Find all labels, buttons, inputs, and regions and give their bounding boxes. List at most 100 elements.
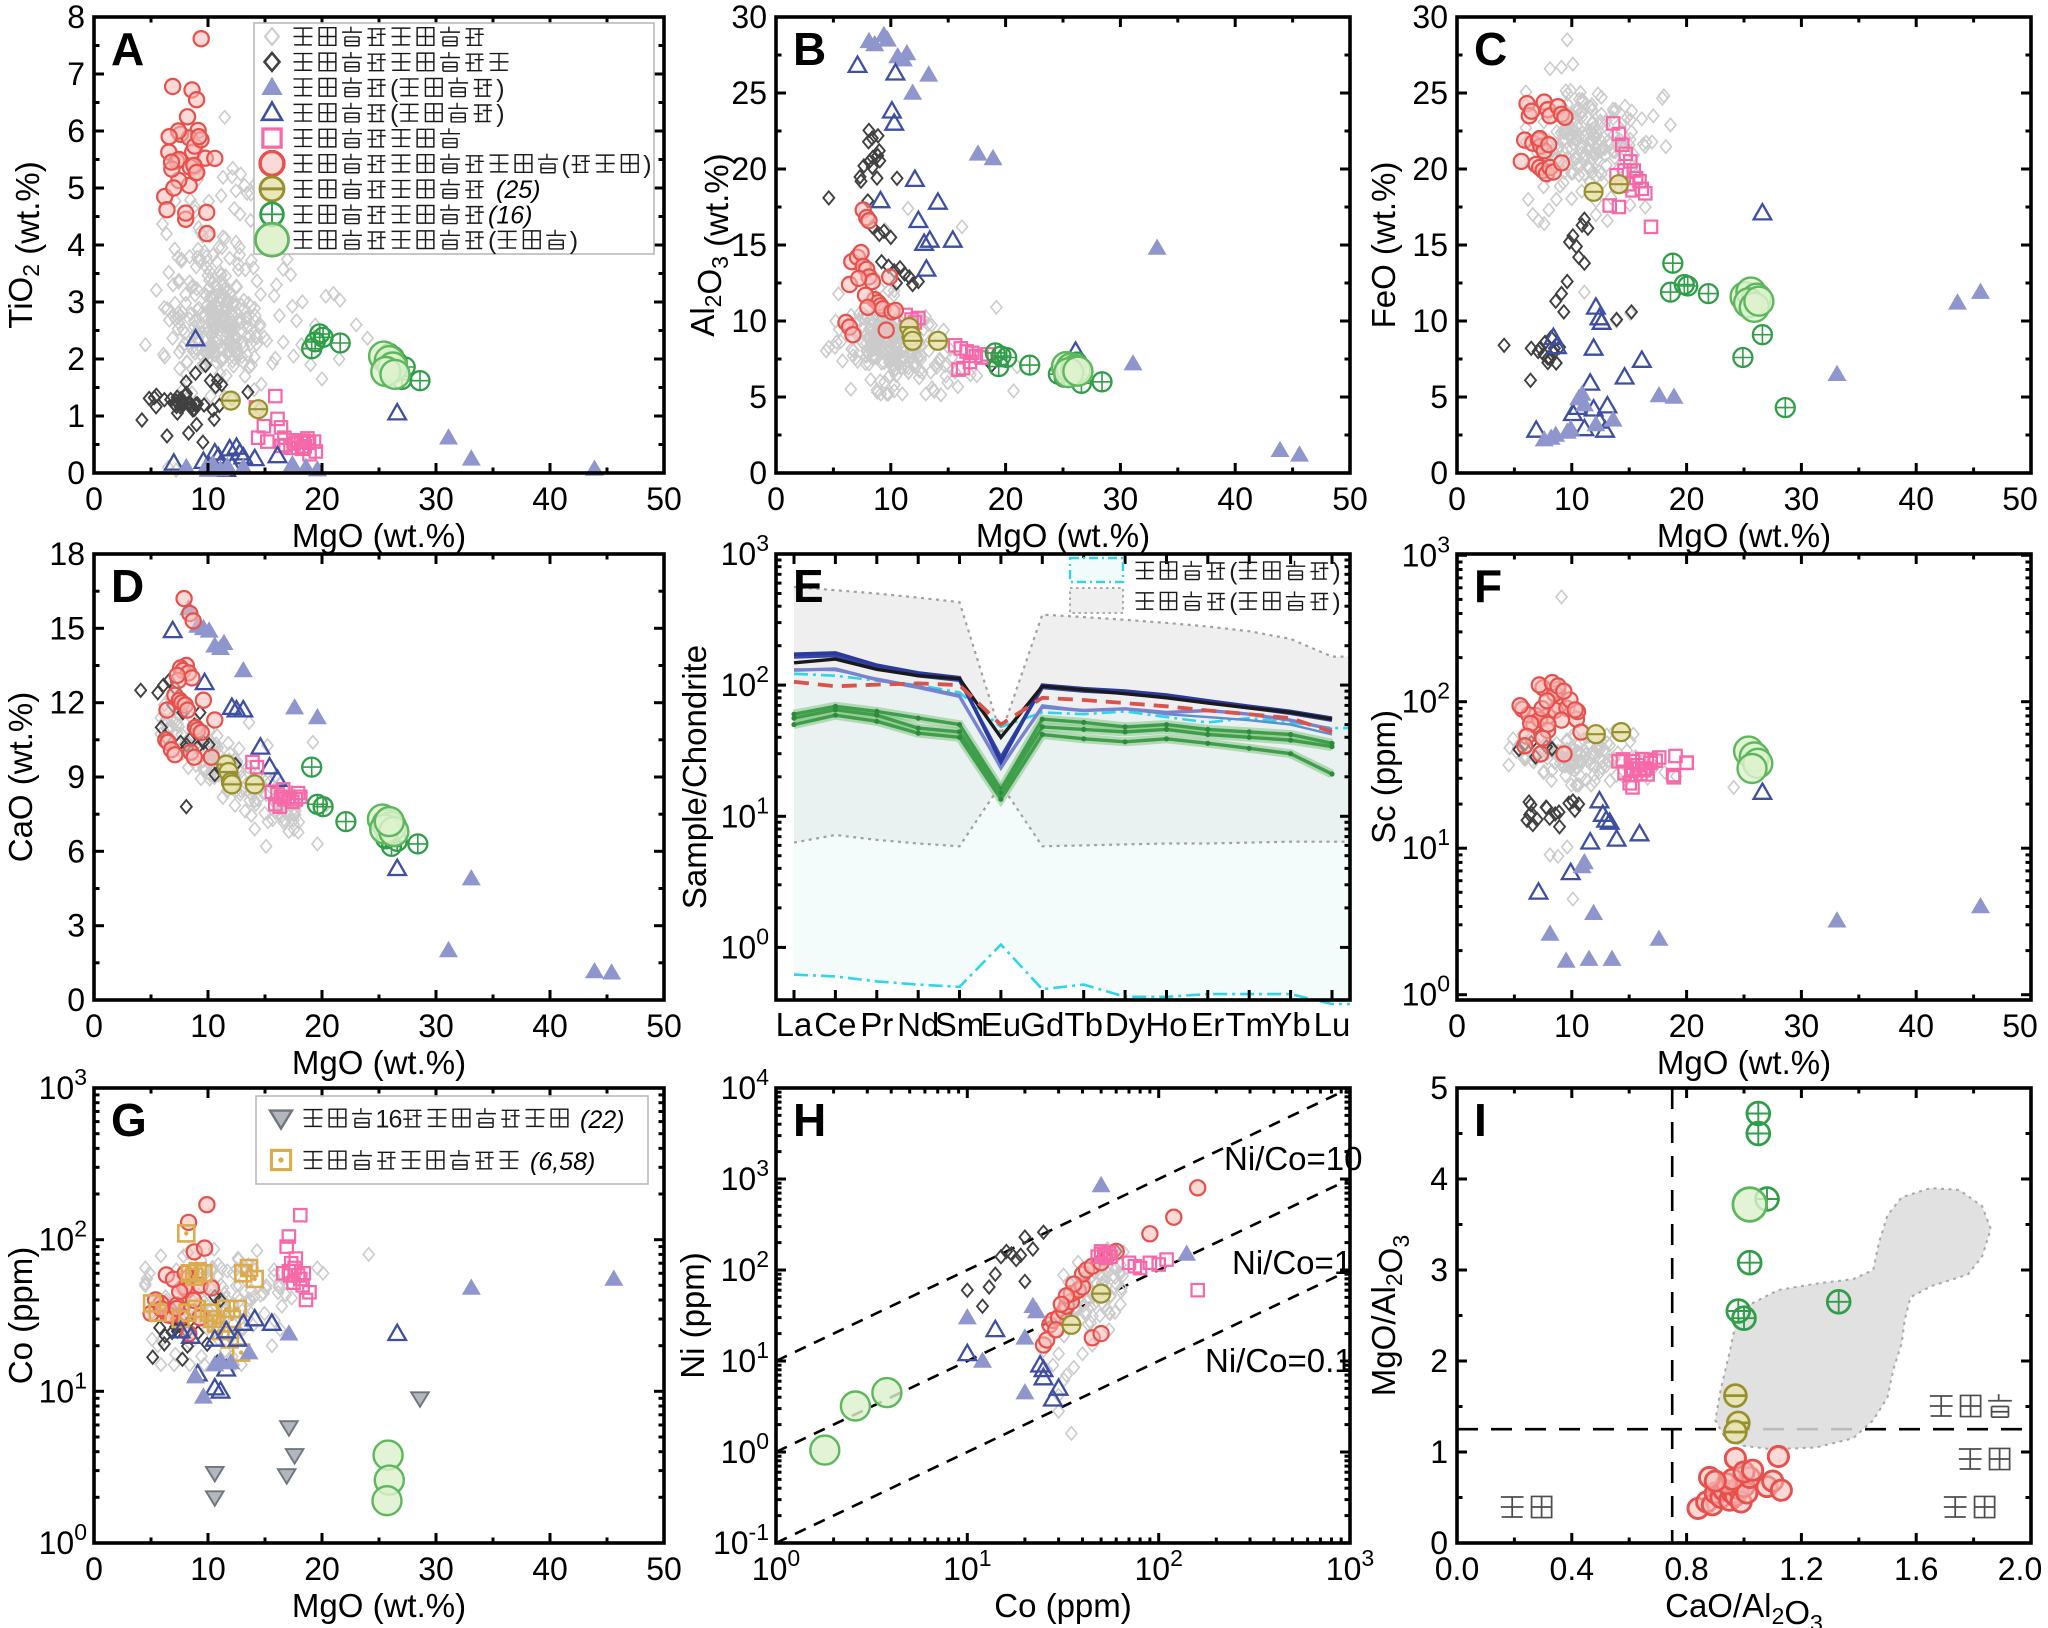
svg-text:Tm: Tm (1225, 1006, 1273, 1043)
svg-text:(: ( (562, 151, 571, 179)
svg-text:25: 25 (1412, 75, 1448, 111)
svg-text:4: 4 (1430, 1161, 1448, 1197)
svg-text:30: 30 (1784, 481, 1820, 517)
svg-text:40: 40 (532, 1008, 568, 1044)
svg-text:20: 20 (304, 1008, 340, 1044)
svg-text:10: 10 (1554, 481, 1590, 517)
svg-text:Eu: Eu (981, 1006, 1021, 1043)
svg-text:(: ( (1229, 559, 1237, 586)
svg-text:Ni (ppm): Ni (ppm) (674, 1252, 711, 1379)
svg-text:Sc (ppm): Sc (ppm) (1365, 710, 1402, 844)
svg-text:Ni/Co=1: Ni/Co=1 (1232, 1244, 1352, 1281)
svg-text:15: 15 (1412, 227, 1448, 263)
svg-text:20: 20 (731, 151, 767, 187)
svg-text:0.0: 0.0 (1435, 1551, 1479, 1587)
svg-text:5: 5 (1430, 1070, 1448, 1106)
svg-text:5: 5 (1430, 379, 1448, 415)
svg-text:): ) (570, 227, 578, 255)
svg-text:1: 1 (376, 1106, 390, 1134)
svg-text:10: 10 (731, 303, 767, 339)
svg-text:50: 50 (2002, 1008, 2038, 1044)
svg-text:10: 10 (190, 481, 226, 517)
svg-text:10: 10 (873, 481, 909, 517)
svg-text:C: C (1474, 23, 1507, 75)
svg-text:1.6: 1.6 (1894, 1551, 1938, 1587)
svg-text:20: 20 (1669, 481, 1705, 517)
svg-text:6: 6 (389, 1106, 403, 1134)
svg-text:0: 0 (1430, 1525, 1448, 1561)
svg-text:(: ( (390, 75, 399, 103)
svg-text:H: H (793, 1094, 826, 1146)
svg-text:12: 12 (49, 685, 85, 721)
svg-text:): ) (1333, 589, 1341, 616)
svg-text:MgO (wt.%): MgO (wt.%) (292, 1587, 466, 1624)
svg-text:MgO (wt.%): MgO (wt.%) (1657, 517, 1831, 554)
svg-text:I: I (1474, 1094, 1487, 1146)
svg-text:5: 5 (67, 170, 85, 206)
svg-text:MgO (wt.%): MgO (wt.%) (1657, 1044, 1831, 1081)
svg-text:CaO (wt.%): CaO (wt.%) (2, 692, 39, 863)
svg-text:MgO (wt.%): MgO (wt.%) (292, 517, 466, 554)
svg-text:30: 30 (418, 1551, 454, 1587)
svg-text:2: 2 (67, 341, 85, 377)
svg-text:Co (ppm): Co (ppm) (2, 1247, 39, 1385)
svg-text:Yb: Yb (1270, 1006, 1310, 1043)
svg-text:40: 40 (532, 481, 568, 517)
svg-text:10: 10 (190, 1008, 226, 1044)
svg-text:La: La (776, 1006, 813, 1043)
svg-text:10-1: 10-1 (713, 1519, 769, 1561)
svg-text:Sample/Chondrite: Sample/Chondrite (676, 645, 713, 909)
svg-text:0: 0 (85, 481, 103, 517)
svg-text:F: F (1474, 560, 1502, 612)
svg-text:20: 20 (1669, 1008, 1705, 1044)
svg-text:0: 0 (1448, 1008, 1466, 1044)
svg-text:Ni/Co=10: Ni/Co=10 (1224, 1140, 1363, 1177)
svg-text:): ) (1333, 559, 1341, 586)
svg-text:6: 6 (67, 113, 85, 149)
svg-text:Sm: Sm (935, 1006, 985, 1043)
svg-text:Nd: Nd (897, 1006, 939, 1043)
svg-text:1: 1 (1430, 1434, 1448, 1470)
svg-text:0: 0 (767, 481, 785, 517)
svg-text:G: G (111, 1094, 147, 1146)
svg-text:0: 0 (1430, 455, 1448, 491)
svg-text:40: 40 (1898, 1008, 1934, 1044)
svg-text:25: 25 (731, 75, 767, 111)
svg-text:(: ( (1229, 589, 1237, 616)
svg-text:CaO/Al2O3: CaO/Al2O3 (1665, 1587, 1823, 1628)
svg-text:(25): (25) (496, 176, 540, 204)
svg-text:3: 3 (67, 908, 85, 944)
svg-text:Dy: Dy (1105, 1006, 1146, 1043)
svg-text:Co (ppm): Co (ppm) (994, 1587, 1132, 1624)
svg-text:0.8: 0.8 (1664, 1551, 1708, 1587)
svg-text:50: 50 (646, 1551, 682, 1587)
svg-text:MgO (wt.%): MgO (wt.%) (292, 1044, 466, 1081)
svg-text:8: 8 (67, 0, 85, 35)
svg-text:30: 30 (1412, 0, 1448, 35)
svg-text:50: 50 (646, 1008, 682, 1044)
svg-text:Gd: Gd (1020, 1006, 1064, 1043)
svg-text:2: 2 (1430, 1343, 1448, 1379)
svg-text:40: 40 (1898, 481, 1934, 517)
svg-text:40: 40 (532, 1551, 568, 1587)
svg-text:0: 0 (85, 1551, 103, 1587)
svg-text:4: 4 (67, 227, 85, 263)
svg-text:20: 20 (988, 481, 1024, 517)
svg-text:Ni/Co=0.1: Ni/Co=0.1 (1205, 1342, 1353, 1379)
svg-text:9: 9 (67, 759, 85, 795)
svg-text:20: 20 (304, 481, 340, 517)
svg-text:): ) (496, 75, 504, 103)
svg-text:3: 3 (67, 284, 85, 320)
svg-text:30: 30 (1103, 481, 1139, 517)
svg-text:2.0: 2.0 (1998, 1551, 2042, 1587)
svg-text:Pr: Pr (860, 1006, 893, 1043)
svg-text:50: 50 (1332, 481, 1368, 517)
svg-text:15: 15 (731, 227, 767, 263)
svg-text:0: 0 (85, 1008, 103, 1044)
svg-text:(: ( (390, 100, 399, 128)
svg-text:(16): (16) (488, 201, 532, 229)
svg-text:0: 0 (749, 455, 767, 491)
svg-text:0: 0 (67, 982, 85, 1018)
svg-text:10: 10 (1554, 1008, 1590, 1044)
svg-text:1: 1 (67, 398, 85, 434)
